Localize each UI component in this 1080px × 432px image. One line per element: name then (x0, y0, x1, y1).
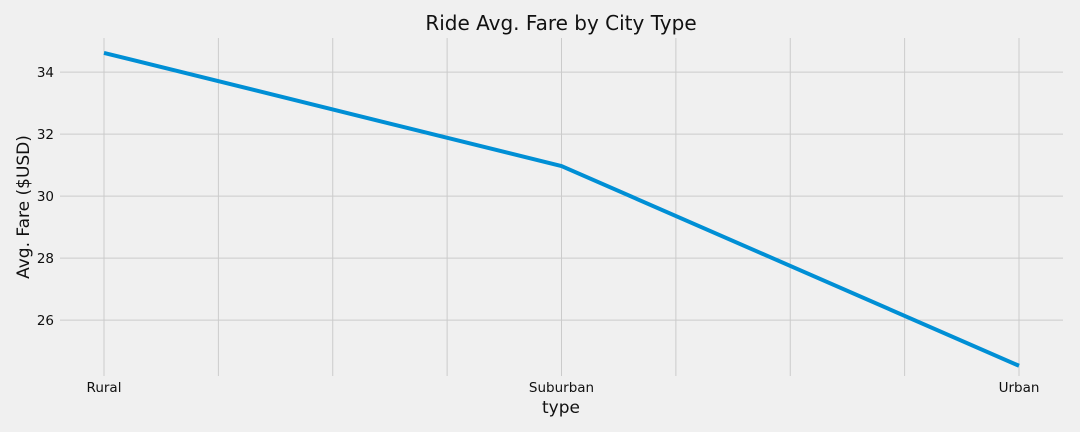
y-tick-label: 30 (37, 189, 54, 205)
grid (60, 38, 1063, 376)
x-tick-label: Suburban (529, 380, 594, 396)
y-tick-label: 34 (37, 65, 54, 81)
y-tick-label: 26 (37, 313, 54, 329)
y-axis-label: Avg. Fare ($USD) (14, 135, 34, 279)
series-layer (103, 50, 1020, 368)
series-line (103, 50, 1020, 368)
y-tick-label: 32 (37, 127, 54, 143)
y-tick-labels: 26 28 30 32 34 (37, 65, 54, 329)
x-axis-label: type (542, 398, 580, 418)
chart-title: Ride Avg. Fare by City Type (425, 11, 696, 35)
x-tick-label: Rural (87, 380, 122, 396)
x-tick-label: Urban (999, 380, 1040, 396)
x-tick-labels: Rural Suburban Urban (87, 380, 1040, 396)
y-tick-label: 28 (37, 251, 54, 267)
